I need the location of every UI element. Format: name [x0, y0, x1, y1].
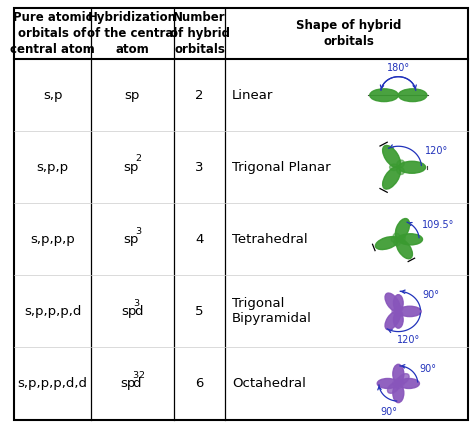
Ellipse shape	[392, 381, 398, 386]
Ellipse shape	[387, 383, 399, 393]
Text: 3: 3	[132, 371, 138, 380]
Text: 180°: 180°	[387, 63, 410, 73]
Ellipse shape	[370, 89, 398, 102]
Text: 120°: 120°	[425, 146, 448, 157]
Text: s,p: s,p	[43, 89, 63, 102]
Text: 5: 5	[195, 305, 204, 318]
Text: sp: sp	[120, 377, 135, 390]
Ellipse shape	[383, 146, 401, 168]
Text: d: d	[134, 305, 143, 318]
Ellipse shape	[398, 161, 426, 173]
Text: Trigonal Planar: Trigonal Planar	[232, 161, 330, 174]
Ellipse shape	[398, 234, 422, 245]
Ellipse shape	[396, 378, 401, 384]
Ellipse shape	[397, 306, 403, 312]
Ellipse shape	[398, 89, 427, 102]
Ellipse shape	[396, 311, 401, 316]
Ellipse shape	[397, 374, 409, 384]
Ellipse shape	[375, 236, 399, 250]
Ellipse shape	[398, 306, 421, 316]
Text: s,p,p,p: s,p,p,p	[30, 233, 75, 246]
Text: 120°: 120°	[397, 335, 420, 344]
Text: s,p,p: s,p,p	[36, 161, 69, 174]
Text: 90°: 90°	[381, 407, 398, 417]
Text: 2: 2	[195, 89, 204, 102]
Ellipse shape	[398, 381, 404, 386]
Text: Pure atomic
orbitals of
central atom: Pure atomic orbitals of central atom	[10, 11, 95, 56]
Ellipse shape	[391, 236, 398, 242]
Text: 90°: 90°	[422, 290, 439, 299]
Ellipse shape	[393, 295, 403, 311]
Text: 3: 3	[133, 299, 139, 308]
Text: sp: sp	[125, 89, 140, 102]
Ellipse shape	[394, 239, 401, 246]
Text: Octahedral: Octahedral	[232, 377, 306, 390]
Ellipse shape	[377, 379, 398, 388]
Ellipse shape	[393, 384, 404, 403]
Text: 2: 2	[135, 154, 141, 164]
Text: Hybridization
of the central
atom: Hybridization of the central atom	[87, 11, 178, 56]
Text: sp: sp	[121, 305, 137, 318]
Text: Shape of hybrid
orbitals: Shape of hybrid orbitals	[296, 19, 401, 48]
Ellipse shape	[397, 160, 404, 168]
Ellipse shape	[396, 307, 401, 311]
Text: Tetrahedral: Tetrahedral	[232, 233, 308, 246]
Ellipse shape	[393, 311, 403, 328]
Text: 3: 3	[135, 227, 141, 236]
Text: 90°: 90°	[419, 364, 437, 374]
Text: Number
of hybrid
orbitals: Number of hybrid orbitals	[170, 11, 229, 56]
Ellipse shape	[393, 364, 404, 384]
Text: s,p,p,p,d: s,p,p,p,d	[24, 305, 81, 318]
Ellipse shape	[396, 384, 401, 389]
Text: sp: sp	[123, 233, 138, 246]
Text: sp: sp	[123, 161, 138, 174]
Text: 3: 3	[195, 161, 204, 174]
Ellipse shape	[398, 379, 419, 388]
Text: d: d	[133, 377, 141, 390]
Ellipse shape	[385, 293, 400, 312]
Ellipse shape	[385, 311, 400, 330]
Text: Linear: Linear	[232, 89, 273, 102]
Ellipse shape	[390, 164, 398, 170]
Ellipse shape	[396, 239, 412, 259]
Ellipse shape	[393, 233, 400, 240]
Ellipse shape	[383, 167, 401, 189]
Text: 109.5°: 109.5°	[421, 220, 454, 230]
Text: 4: 4	[195, 233, 204, 246]
Ellipse shape	[392, 309, 398, 314]
Text: Trigonal
Bipyramidal: Trigonal Bipyramidal	[232, 297, 312, 325]
Text: s,p,p,p,d,d: s,p,p,p,d,d	[18, 377, 88, 390]
Text: 6: 6	[195, 377, 204, 390]
Ellipse shape	[397, 311, 403, 317]
Text: 2: 2	[139, 371, 145, 380]
Ellipse shape	[395, 219, 410, 239]
Ellipse shape	[397, 167, 404, 175]
Ellipse shape	[398, 235, 405, 241]
